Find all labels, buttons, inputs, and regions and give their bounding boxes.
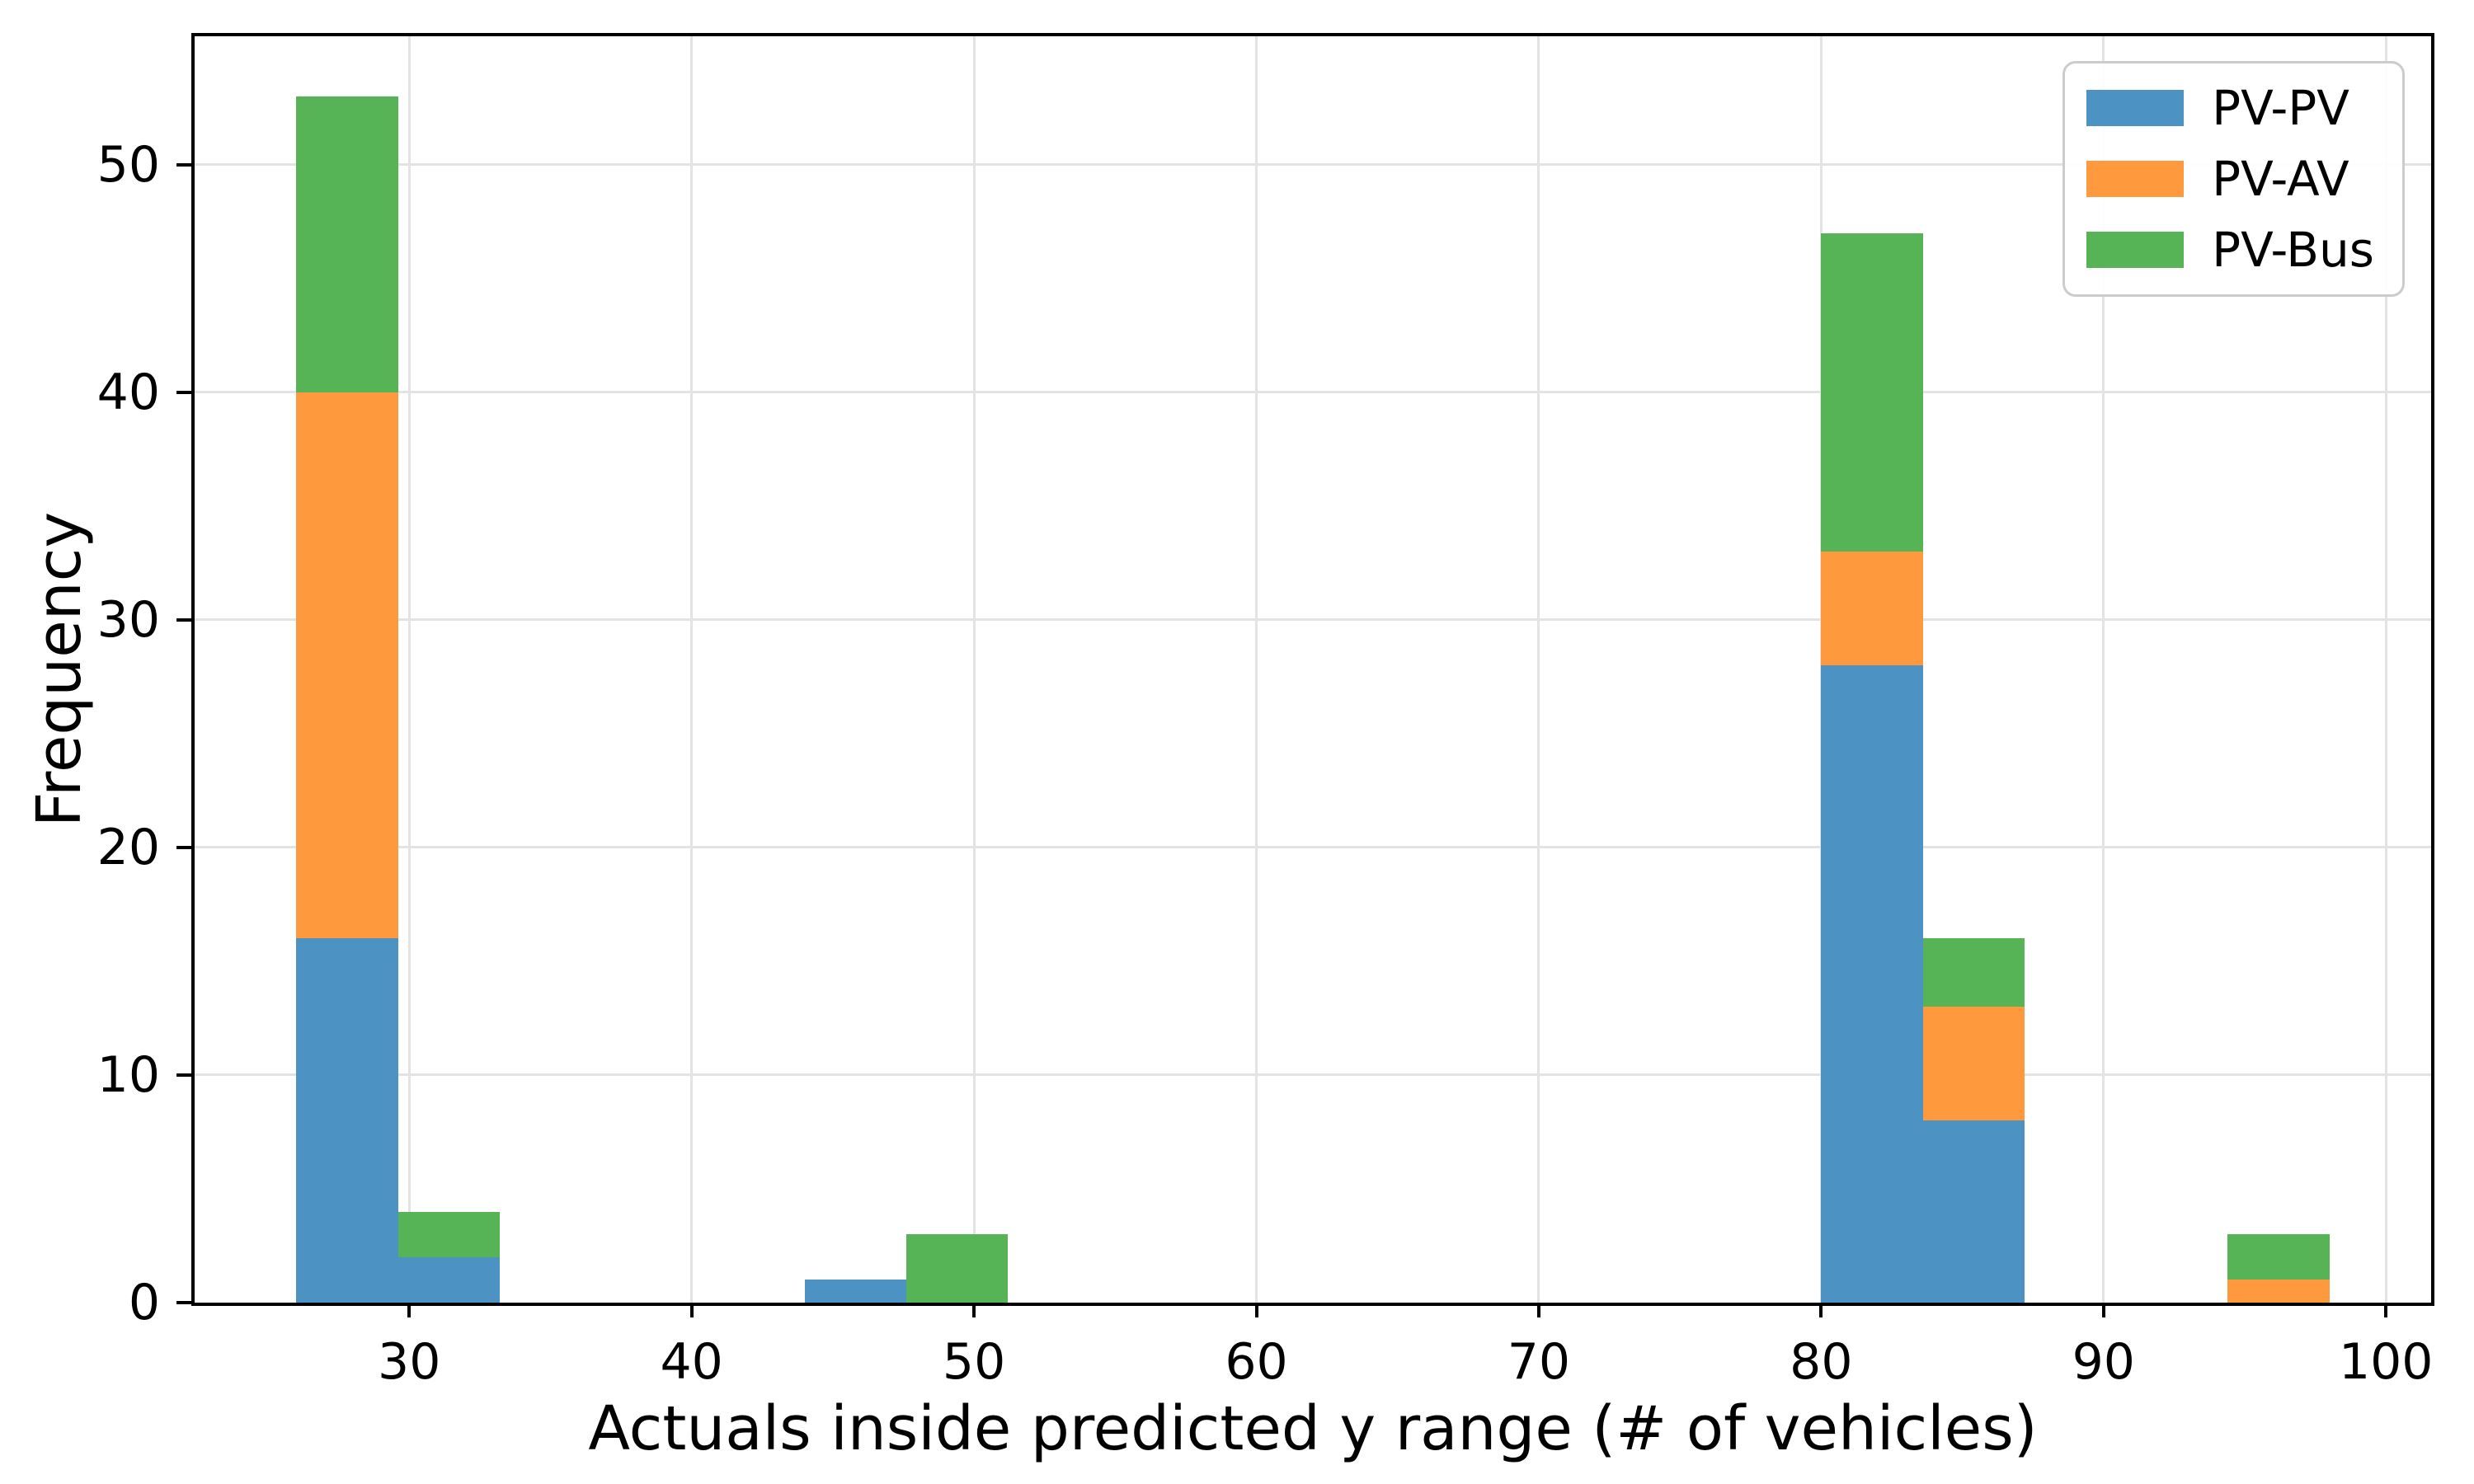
y-tick-label: 20 <box>96 818 160 876</box>
bar-segment-pv-pv <box>397 1256 500 1303</box>
x-axis-label: Actuals inside predicted y range (# of v… <box>588 1393 2038 1464</box>
x-tick-label: 80 <box>1790 1333 1853 1391</box>
bar-segment-pv-pv <box>1821 665 1923 1303</box>
y-gridline <box>195 163 2431 167</box>
bar-segment-pv-bus <box>905 1234 1009 1303</box>
legend-label: PV-AV <box>2212 151 2349 207</box>
legend-swatch-pv-bus-icon <box>2086 232 2185 268</box>
bar-segment-pv-pv <box>1922 1120 2025 1303</box>
y-tick-mark <box>176 1073 191 1077</box>
x-tick-mark <box>972 1303 976 1317</box>
bar-segment-pv-pv <box>804 1280 906 1303</box>
x-tick-mark <box>1536 1303 1540 1317</box>
y-tick-mark <box>176 1301 191 1304</box>
bar-segment-pv-bus <box>1821 232 1923 552</box>
x-gridline <box>2384 36 2387 1303</box>
legend-label: PV-Bus <box>2212 222 2374 278</box>
plot-frame <box>191 33 2434 1306</box>
x-tick-mark <box>2101 1303 2105 1317</box>
y-tick-mark <box>176 390 191 394</box>
y-tick-label: 50 <box>96 135 160 194</box>
y-tick-label: 30 <box>96 590 160 649</box>
x-tick-mark <box>689 1303 694 1317</box>
y-gridline <box>195 846 2431 849</box>
bar-segment-pv-bus <box>1922 938 2025 1007</box>
y-gridline <box>195 618 2431 622</box>
legend-entry-pv-pv: PV-PV <box>2086 83 2374 133</box>
x-tick-mark <box>407 1303 412 1317</box>
y-tick-label: 10 <box>96 1045 160 1104</box>
bar-segment-pv-av <box>296 392 398 939</box>
bar-segment-pv-bus <box>397 1211 500 1257</box>
legend-swatch-pv-pv-icon <box>2086 90 2185 126</box>
x-gridline <box>1537 36 1540 1303</box>
y-gridline <box>195 1073 2431 1077</box>
x-gridline <box>690 36 694 1303</box>
bar-segment-pv-bus <box>296 96 398 392</box>
x-gridline <box>2102 36 2105 1303</box>
bar-segment-pv-av <box>1821 552 1923 666</box>
y-axis-label: Frequency <box>24 511 95 828</box>
bar-segment-pv-av <box>1922 1007 2025 1121</box>
bar-segment-pv-pv <box>296 938 398 1303</box>
x-tick-label: 70 <box>1507 1333 1571 1391</box>
legend-entry-pv-av: PV-AV <box>2086 154 2374 204</box>
x-gridline <box>407 36 411 1303</box>
y-tick-label: 0 <box>128 1274 160 1331</box>
bar-segment-pv-av <box>2227 1280 2330 1303</box>
x-tick-mark <box>1254 1303 1258 1317</box>
bar-segment-pv-bus <box>2227 1234 2330 1280</box>
legend-entry-pv-bus: PV-Bus <box>2086 225 2374 275</box>
x-tick-label: 100 <box>2338 1333 2434 1391</box>
x-gridline <box>1255 36 1258 1303</box>
y-tick-mark <box>176 162 191 167</box>
y-gridline <box>195 391 2431 394</box>
x-tick-label: 40 <box>660 1333 723 1391</box>
x-gridline <box>972 36 976 1303</box>
y-tick-mark <box>176 845 191 849</box>
x-tick-label: 50 <box>942 1333 1006 1391</box>
y-tick-label: 40 <box>96 363 160 421</box>
x-tick-mark <box>1819 1303 1823 1317</box>
legend-swatch-pv-av-icon <box>2086 161 2185 197</box>
x-tick-mark <box>2384 1303 2388 1317</box>
x-tick-label: 30 <box>378 1333 441 1391</box>
x-tick-label: 90 <box>2072 1333 2135 1391</box>
legend-label: PV-PV <box>2212 80 2349 136</box>
y-tick-mark <box>176 618 191 622</box>
x-tick-label: 60 <box>1225 1333 1288 1391</box>
legend: PV-PV PV-AV PV-Bus <box>2062 61 2405 297</box>
